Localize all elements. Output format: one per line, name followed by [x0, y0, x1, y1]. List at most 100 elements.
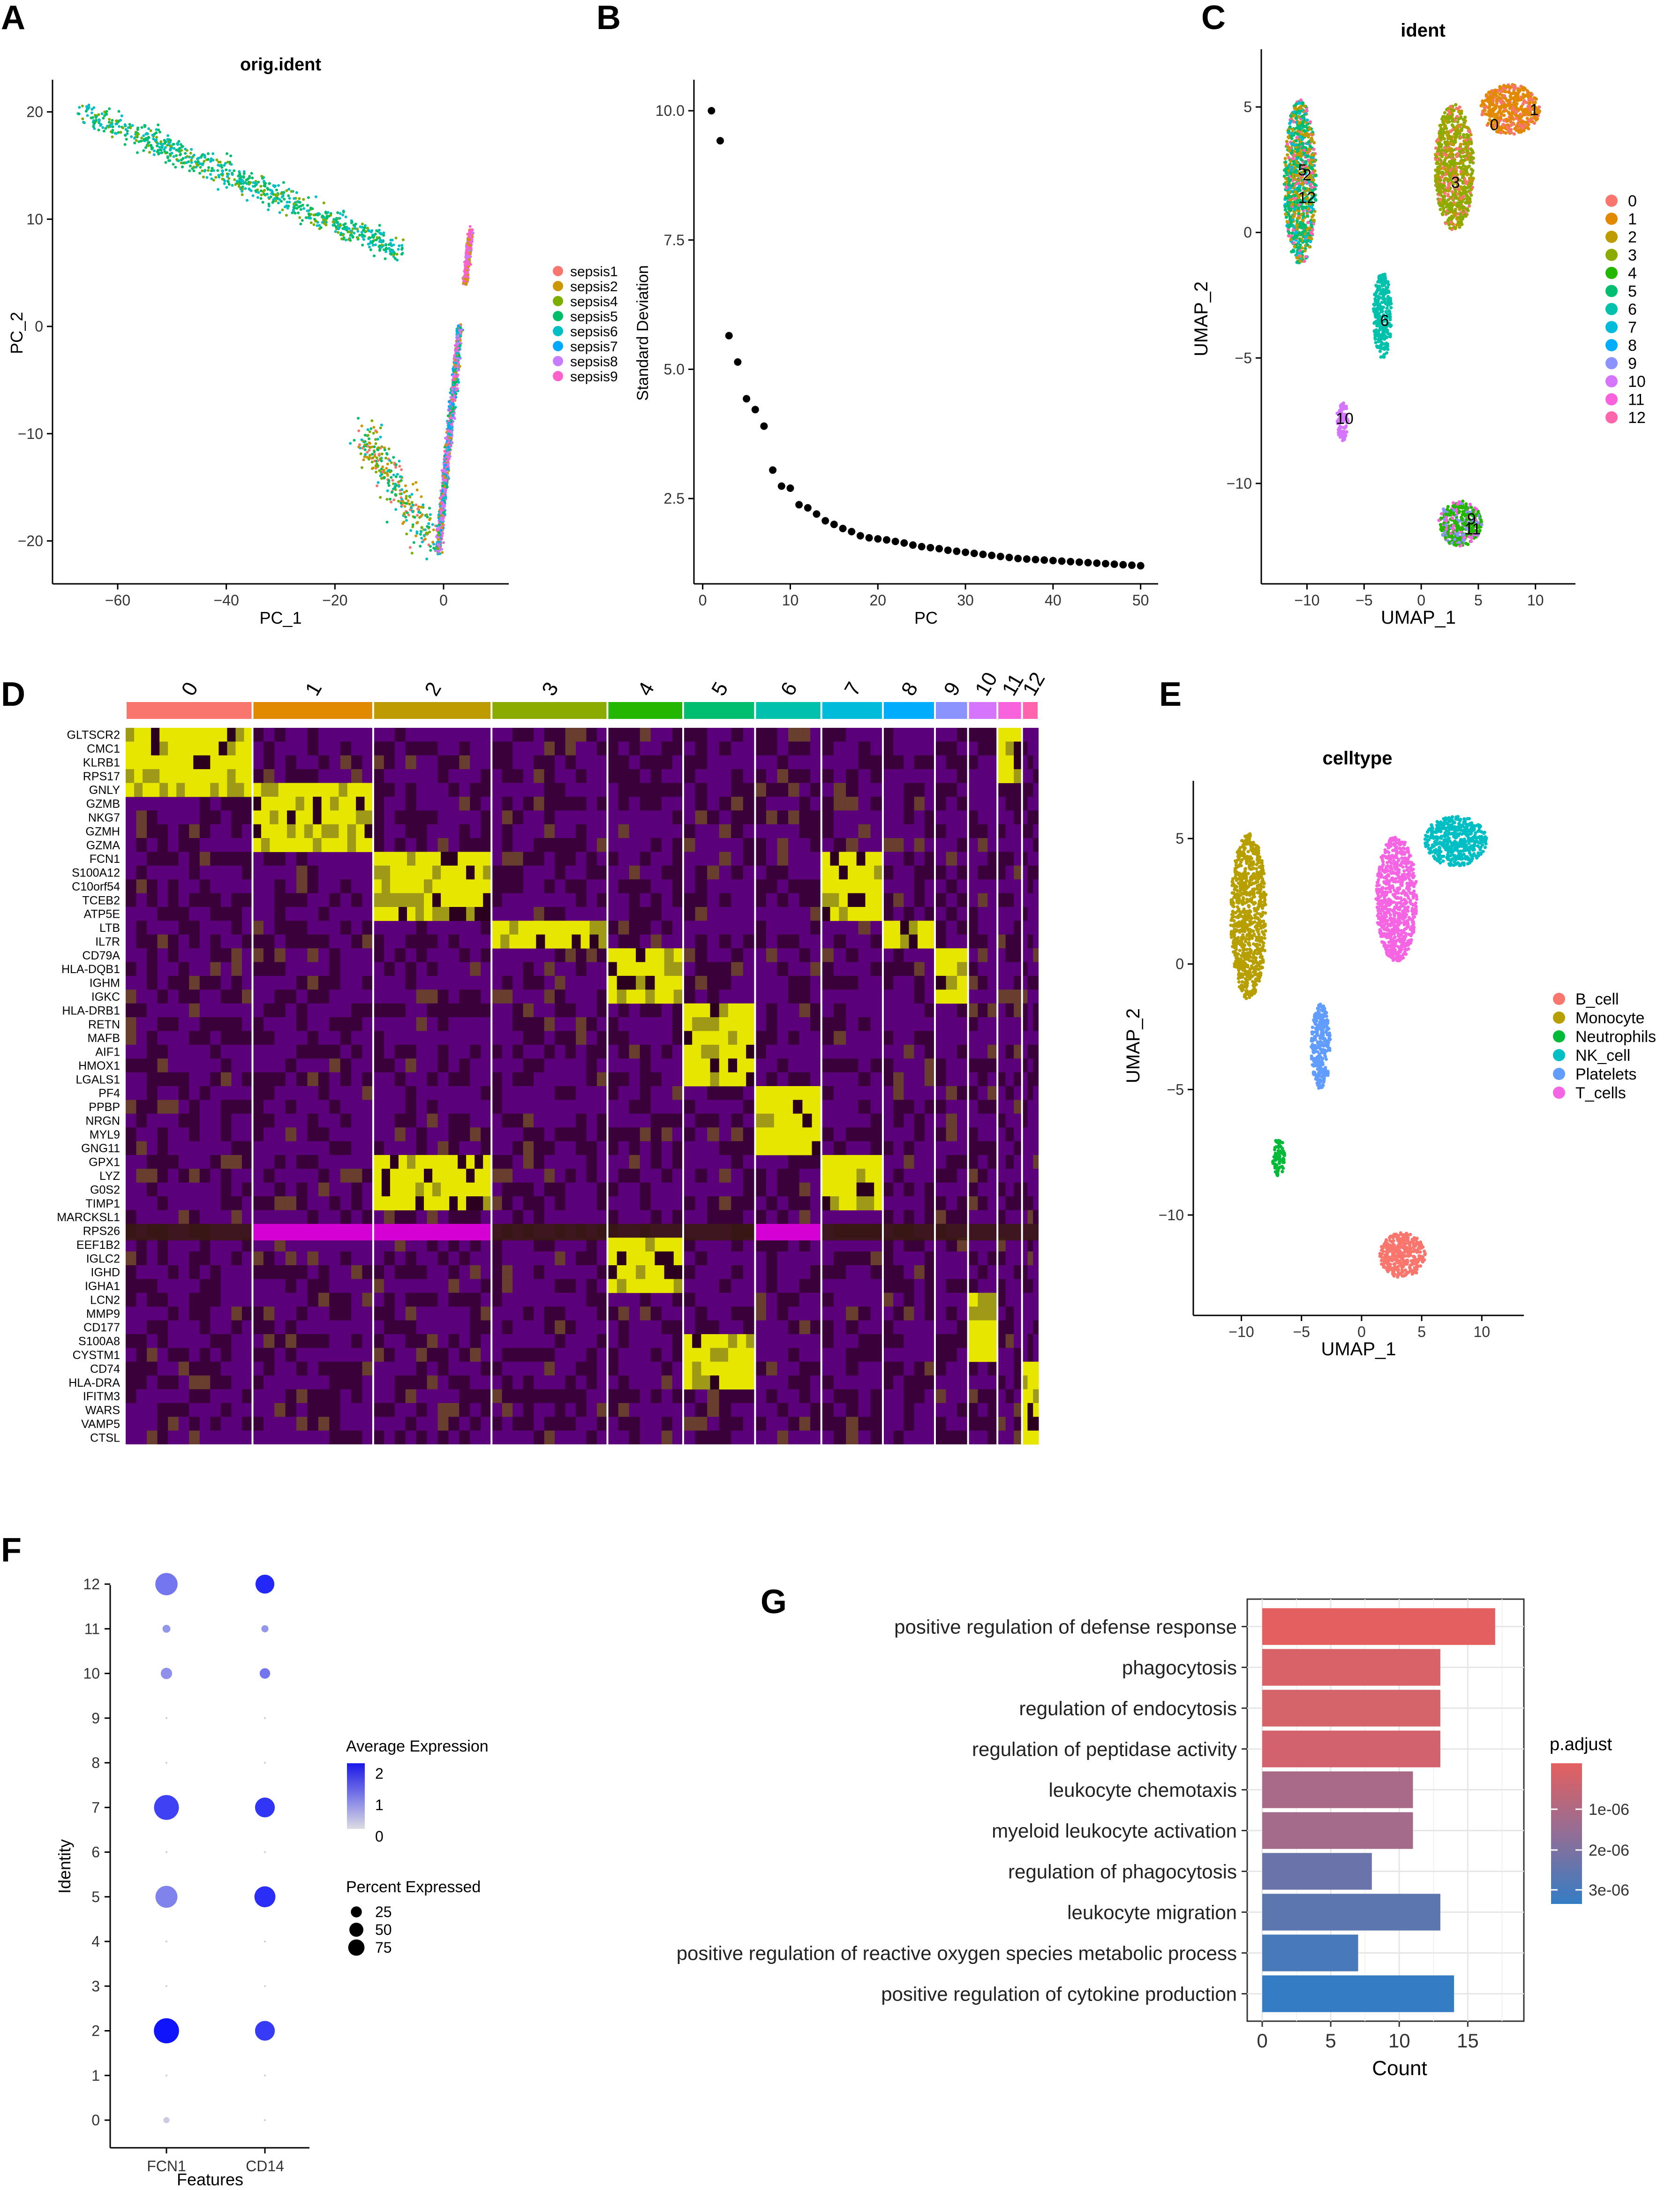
panel-b-point	[821, 517, 829, 525]
panel-a-point	[451, 402, 454, 406]
panel-a-point	[254, 189, 257, 192]
panel-c-point	[1308, 245, 1311, 249]
panel-a-point	[103, 110, 106, 113]
panel-a-point	[167, 159, 171, 162]
chart_data.2-x-tick-label: −5	[1356, 592, 1372, 609]
panel-a-point	[429, 545, 432, 548]
panel-a-point	[377, 446, 380, 449]
chart_data.2-y-tick-label: 5	[1243, 98, 1252, 115]
panel-b-point	[953, 547, 961, 555]
panel-b-point	[1014, 554, 1022, 562]
panel-a-point	[448, 436, 452, 439]
panel-a-legend-label: sepsis8	[570, 354, 618, 370]
panel-c-point	[1499, 90, 1503, 94]
panel-a-point	[439, 529, 443, 532]
chart_data.2-x-tick-label: 0	[1417, 592, 1425, 609]
panel-c-point	[1527, 91, 1530, 94]
panel-c-point	[1451, 216, 1455, 219]
panel-c-point	[1310, 211, 1313, 214]
panel-a-point	[414, 503, 418, 506]
panel-b-point	[804, 504, 812, 512]
panel-a-point	[228, 169, 231, 172]
panel-a-point	[429, 513, 432, 516]
panel-a-point	[293, 197, 296, 200]
panel-a-point	[278, 198, 281, 201]
panel-a-point	[368, 453, 371, 457]
panel-c-point	[1290, 250, 1294, 254]
panel-a-point	[279, 200, 283, 203]
panel-c-point	[1503, 94, 1507, 98]
panel-a-point	[373, 450, 376, 453]
panel-a-point	[394, 508, 398, 511]
panel-a-point	[400, 244, 404, 247]
panel-b-point	[725, 332, 733, 340]
panel-a-point	[351, 227, 354, 230]
panel-c-point	[1489, 97, 1493, 101]
panel-c-point	[1299, 152, 1303, 156]
panel-a-point	[383, 448, 386, 452]
panel-a-point	[157, 128, 160, 131]
panel-c-point	[1502, 113, 1506, 117]
panel-a-point	[178, 147, 181, 150]
panel-a-point	[338, 217, 341, 220]
panel-a-point	[414, 481, 418, 484]
chart_data.0-x-tick-label: −20	[322, 592, 347, 609]
panel-a-point	[133, 136, 136, 140]
panel-a-point	[302, 207, 306, 210]
panel-c-point	[1486, 100, 1490, 104]
panel-a-point	[285, 204, 288, 207]
panel-a-point	[147, 136, 150, 139]
panel-a-point	[188, 164, 192, 167]
panel-a-point	[317, 212, 320, 215]
panel-a-point	[203, 169, 206, 173]
panel-a-point	[244, 187, 247, 190]
panel-c-point	[1499, 131, 1503, 135]
panel-a-point	[240, 182, 243, 185]
panel-c-point	[1294, 190, 1297, 194]
panel-c-point	[1514, 109, 1518, 113]
chart_data.1-x-tick-label: 30	[957, 592, 974, 609]
panel-a-point	[164, 146, 167, 149]
panel-a-point	[395, 253, 399, 256]
panel-a-point	[273, 193, 277, 196]
panel-a-point	[443, 510, 446, 514]
panel-a-point	[447, 432, 450, 436]
panel-a-point	[389, 249, 392, 253]
panel-a-point	[269, 195, 272, 198]
panel-a-point	[394, 466, 397, 469]
panel-c-point	[1301, 101, 1304, 105]
panel-c-point	[1290, 132, 1294, 136]
panel-a-point	[455, 352, 459, 355]
panel-a-point	[160, 151, 164, 154]
panel-a-point	[437, 533, 440, 536]
panel-a-point	[373, 445, 376, 448]
panel-a-legend-key	[553, 371, 563, 381]
panel-a-legend-label: sepsis9	[570, 369, 618, 385]
panel-c-point	[1303, 229, 1306, 233]
panel-a-point	[371, 243, 375, 247]
panel-a-point	[336, 221, 339, 224]
panel-a-point	[368, 441, 371, 445]
panel-a-point	[432, 528, 435, 531]
panel-c-point	[1287, 145, 1291, 149]
panel-c-point	[1301, 223, 1304, 227]
panel-a-point	[394, 236, 398, 240]
panel-a-point	[362, 226, 366, 229]
panel-a-point	[117, 131, 120, 134]
panel-c-point	[1286, 142, 1289, 146]
chart_data.0-y-tick-label: −20	[18, 533, 43, 550]
panel-b-point	[786, 484, 794, 492]
panel-a-point	[441, 490, 444, 493]
panel-c-point	[1311, 228, 1314, 232]
panel-a-point	[447, 429, 451, 432]
panel-c-point	[1443, 191, 1447, 195]
panel-a-point	[394, 463, 398, 466]
panel-a-point	[174, 166, 177, 169]
panel-a-point	[154, 139, 157, 142]
panel-c-point	[1510, 96, 1514, 100]
panel-c-point	[1499, 100, 1503, 105]
panel-a-point	[440, 548, 444, 551]
chart_data.0-y-tick-label: 0	[35, 318, 43, 335]
panel-a-point	[142, 134, 145, 137]
panel-c-point	[1514, 93, 1518, 97]
